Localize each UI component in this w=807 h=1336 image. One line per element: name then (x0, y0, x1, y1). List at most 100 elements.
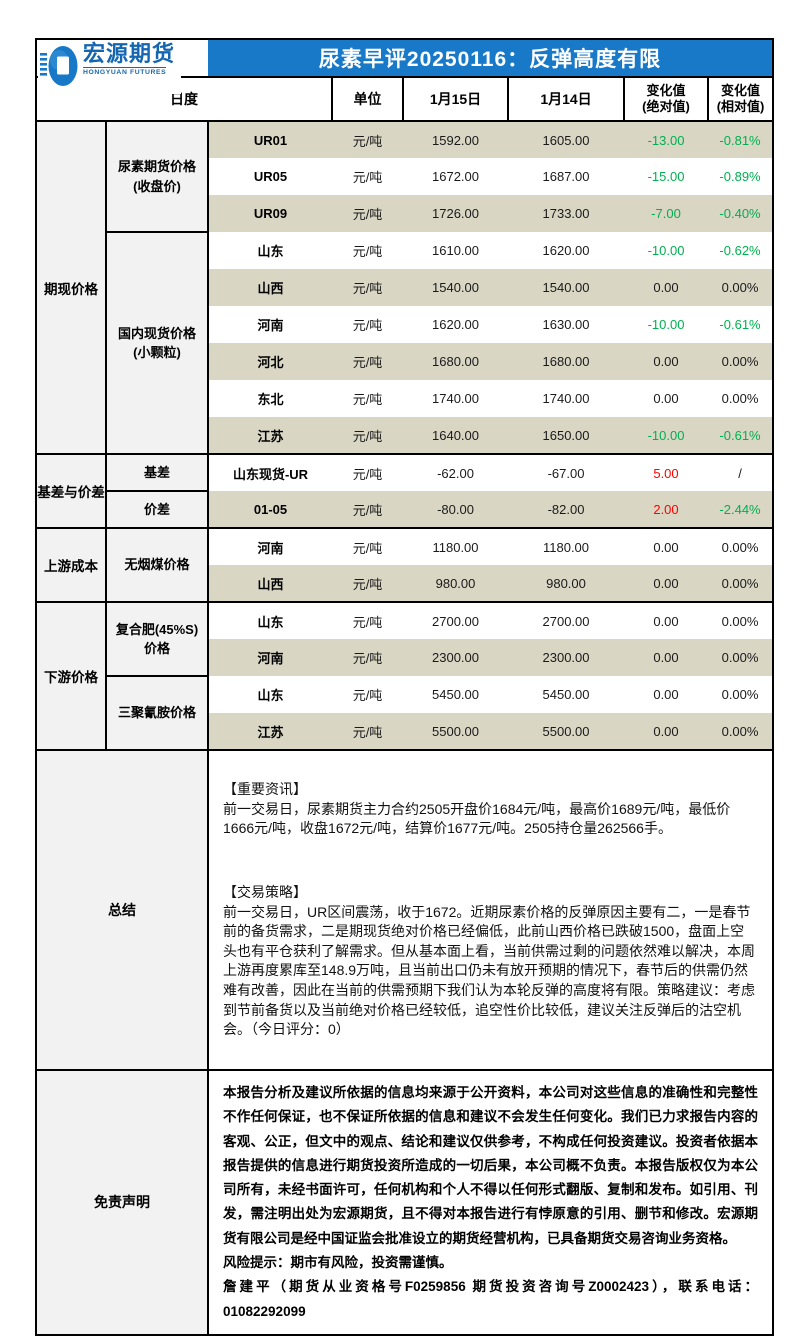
change-abs: -13.00 (624, 120, 708, 158)
row-label: 山东现货-UR (208, 453, 332, 491)
table-row: 价差 01-05 元/吨 -80.00 -82.00 2.00 -2.44% (36, 490, 774, 529)
summary-content: 【重要资讯】 前一交易日，尿素期货主力合约2505开盘价1684元/吨，最高价1… (206, 749, 775, 1071)
change-abs: 5.00 (624, 453, 708, 491)
unit-cell: 元/吨 (332, 158, 403, 195)
value-day2: -82.00 (508, 491, 624, 528)
change-abs: -15.00 (624, 158, 708, 195)
table-row: UR09 元/吨 1726.00 1733.00 -7.00 -0.40% (36, 195, 774, 232)
value-day1: 2300.00 (403, 639, 508, 676)
row-label: 01-05 (208, 491, 332, 528)
table-row: 上游成本 无烟煤价格 河南 元/吨 1180.00 1180.00 0.00 0… (35, 527, 774, 603)
disclaimer-analyst-info: 詹建平（期货从业资格号F0259856 期货投资咨询号Z0002423），联系电… (223, 1279, 759, 1319)
value-day2: 1740.00 (508, 380, 624, 417)
change-rel: -0.61% (708, 306, 774, 343)
change-rel: / (708, 453, 774, 491)
change-rel: 0.00% (708, 527, 774, 565)
table-row: 河南 元/吨 1620.00 1630.00 -10.00 -0.61% (36, 306, 774, 343)
unit-cell: 元/吨 (332, 380, 403, 417)
value-day2: 1540.00 (508, 269, 624, 306)
value-day1: 980.00 (403, 565, 508, 602)
table-row: 山西 元/吨 1540.00 1540.00 0.00 0.00% (36, 269, 774, 306)
subgroup-line1: 基差 (143, 464, 170, 480)
change-rel: 0.00% (708, 565, 774, 602)
value-day1: 1592.00 (403, 120, 508, 158)
change-abs: 2.00 (624, 491, 708, 528)
value-day1: 5500.00 (403, 713, 508, 750)
table-row: 下游价格 复合肥(45%S) 价格 山东 元/吨 2700.00 2700.00… (35, 601, 774, 751)
value-day1: 1180.00 (403, 527, 508, 565)
unit-cell: 元/吨 (332, 417, 403, 454)
hongyuan-logo-icon (40, 46, 78, 86)
summary-news-text: 前一交易日，尿素期货主力合约2505开盘价1684元/吨，最高价1689元/吨，… (223, 800, 731, 837)
row-label: 山东 (208, 676, 332, 713)
change-rel: -0.61% (708, 417, 774, 454)
change-rel: -0.89% (708, 158, 774, 195)
row-label: 河南 (208, 306, 332, 343)
company-logo: 宏源期货 HONGYUAN FUTURES (38, 40, 182, 94)
row-label: 山东 (208, 232, 332, 269)
col-header-day2: 1月14日 (507, 76, 625, 122)
table-row: 山西 元/吨 980.00 980.00 0.00 0.00% (36, 565, 774, 602)
value-day1: 2700.00 (403, 601, 508, 639)
change-abs: 0.00 (624, 565, 708, 602)
group-label: 上游成本 (35, 527, 107, 603)
value-day2: 2300.00 (508, 639, 624, 676)
table-row: 河北 元/吨 1680.00 1680.00 0.00 0.00% (36, 343, 774, 380)
row-label: 河北 (208, 343, 332, 380)
summary-label: 总结 (35, 749, 209, 1071)
value-day1: 1540.00 (403, 269, 508, 306)
change-abs: -10.00 (624, 417, 708, 454)
unit-cell: 元/吨 (332, 491, 403, 528)
col-header-change-abs-line2: (绝对值) (642, 99, 690, 114)
summary-heading-news: 【重要资讯】 (223, 781, 307, 798)
value-day2: 1680.00 (508, 343, 624, 380)
table-row: UR05 元/吨 1672.00 1687.00 -15.00 -0.89% (36, 158, 774, 195)
change-rel: 0.00% (708, 601, 774, 639)
unit-cell: 元/吨 (332, 232, 403, 269)
table-row: 江苏 元/吨 1640.00 1650.00 -10.00 -0.61% (36, 417, 774, 454)
col-header-day1: 1月15日 (402, 76, 509, 122)
unit-cell: 元/吨 (332, 601, 403, 639)
value-day2: 5450.00 (508, 676, 624, 713)
change-rel: 0.00% (708, 676, 774, 713)
change-abs: 0.00 (624, 380, 708, 417)
row-label: UR09 (208, 195, 332, 232)
col-header-change-abs-line1: 变化值 (646, 82, 686, 98)
col-header-change-abs: 变化值 (绝对值) (623, 76, 709, 122)
row-label: 江苏 (208, 713, 332, 750)
col-header-change-rel-line1: 变化值 (721, 82, 761, 98)
value-day2: 5500.00 (508, 713, 624, 750)
unit-cell: 元/吨 (332, 343, 403, 380)
row-label: 河南 (208, 639, 332, 676)
unit-cell: 元/吨 (332, 453, 403, 491)
disclaimer-content: 本报告分析及建议所依据的信息均来源于公开资料，本公司对这些信息的准确性和完整性不… (206, 1069, 775, 1336)
unit-cell: 元/吨 (332, 639, 403, 676)
subgroup-line2: (收盘价) (133, 178, 181, 194)
change-abs: 0.00 (624, 601, 708, 639)
change-abs: 0.00 (624, 527, 708, 565)
change-abs: -10.00 (624, 306, 708, 343)
row-label: 山东 (208, 601, 332, 639)
table-row: 基差与价差 基差 山东现货-UR 元/吨 -62.00 -67.00 5.00 … (35, 453, 774, 529)
disclaimer-text: 本报告分析及建议所依据的信息均来源于公开资料，本公司对这些信息的准确性和完整性不… (223, 1085, 759, 1246)
value-day2: 1620.00 (508, 232, 624, 269)
value-day1: 1726.00 (403, 195, 508, 232)
table-row: 国内现货价格 (小颗粒) 山东 元/吨 1610.00 1620.00 -10.… (36, 231, 774, 455)
value-day2: 1733.00 (508, 195, 624, 232)
change-rel: 0.00% (708, 269, 774, 306)
value-day1: 1610.00 (403, 232, 508, 269)
subgroup-label: 复合肥(45%S) 价格 (105, 601, 209, 677)
table-row: 江苏 元/吨 5500.00 5500.00 0.00 0.00% (36, 713, 774, 750)
change-abs: 0.00 (624, 343, 708, 380)
report-title: 尿素早评20250116：反弹高度有限 (208, 39, 774, 78)
change-abs: 0.00 (624, 639, 708, 676)
group-label: 期现价格 (35, 120, 107, 455)
value-day2: 1605.00 (508, 120, 624, 158)
value-day1: 1680.00 (403, 343, 508, 380)
unit-cell: 元/吨 (332, 565, 403, 602)
change-rel: 0.00% (708, 639, 774, 676)
change-rel: -2.44% (708, 491, 774, 528)
unit-cell: 元/吨 (332, 676, 403, 713)
change-rel: 0.00% (708, 343, 774, 380)
row-label: 山西 (208, 565, 332, 602)
